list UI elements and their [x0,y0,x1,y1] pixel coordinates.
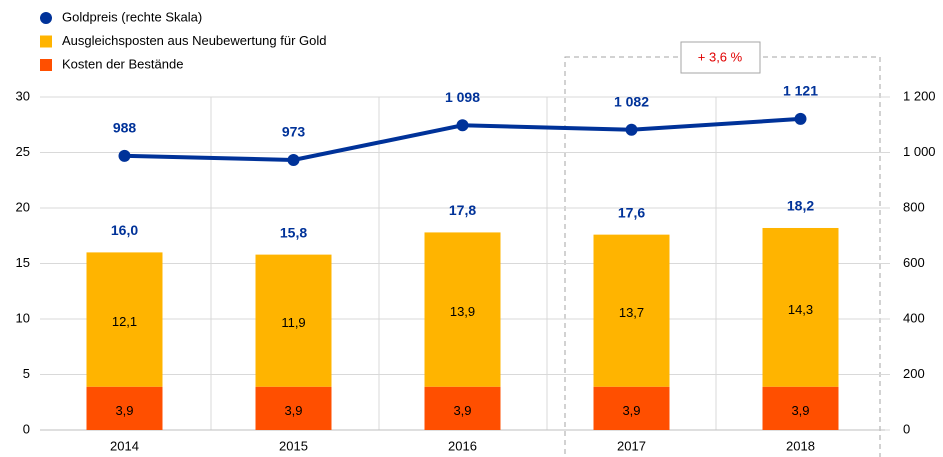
line-label: 988 [113,120,137,136]
y2-tick-label: 1 000 [903,144,936,159]
segment-label: 3,9 [791,403,809,418]
total-label: 15,8 [280,224,307,240]
y-tick-label: 5 [23,366,30,381]
bar-segment [255,386,332,430]
line-marker [625,123,638,136]
x-tick-label: 2015 [279,438,308,453]
x-tick-label: 2014 [110,438,139,453]
bar-segment [424,232,501,387]
legend-marker [40,35,52,48]
line-label: 1 121 [783,83,818,99]
bar-segment [762,386,839,430]
segment-label: 12,1 [112,314,137,329]
x-tick-label: 2016 [448,438,477,453]
y-tick-label: 15 [16,255,30,270]
legend-label: Ausgleichsposten aus Neubewertung für Go… [62,33,327,48]
legend-marker [40,12,52,24]
bar-segment [255,254,332,387]
line-marker [118,149,131,162]
annotation-box [680,41,761,74]
legend-label: Kosten der Bestände [62,56,183,71]
total-label: 18,2 [787,198,814,214]
y-tick-label: 10 [16,310,30,325]
y2-tick-label: 0 [903,421,910,436]
y-tick-label: 0 [23,421,30,436]
y-tick-label: 25 [16,144,30,159]
y-tick-label: 30 [16,88,30,103]
y2-tick-label: 800 [903,199,925,214]
bar-segment [762,227,839,387]
annotation: + 3,6 % [698,49,743,64]
bar-segment [424,386,501,430]
segment-label: 3,9 [453,403,471,418]
total-label: 17,8 [449,202,476,218]
segment-label: 3,9 [115,403,133,418]
segment-label: 13,7 [619,305,644,320]
bar-segment [86,252,163,387]
y2-tick-label: 200 [903,366,925,381]
bar-segment [86,386,163,430]
x-tick-label: 2018 [786,438,815,453]
line-label: 973 [282,124,306,140]
y2-tick-label: 1 200 [903,88,936,103]
x-tick-label: 2017 [617,438,646,453]
legend-marker [40,59,52,71]
line-marker [456,119,469,132]
segment-label: 13,9 [450,304,475,319]
y2-tick-label: 600 [903,255,925,270]
segment-label: 3,9 [284,403,302,418]
y-tick-label: 20 [16,199,30,214]
total-label: 16,0 [111,222,138,238]
line-marker [794,112,807,125]
line-label: 1 098 [445,89,480,105]
y2-tick-label: 400 [903,310,925,325]
segment-label: 14,3 [788,302,813,317]
bar-segment [593,386,670,430]
legend-label: Goldpreis (rechte Skala) [62,9,202,24]
bar-segment [593,234,670,387]
segment-label: 3,9 [622,403,640,418]
segment-label: 11,9 [281,315,305,330]
line-marker [287,153,300,166]
total-label: 17,6 [618,204,645,220]
line-label: 1 082 [614,93,649,109]
